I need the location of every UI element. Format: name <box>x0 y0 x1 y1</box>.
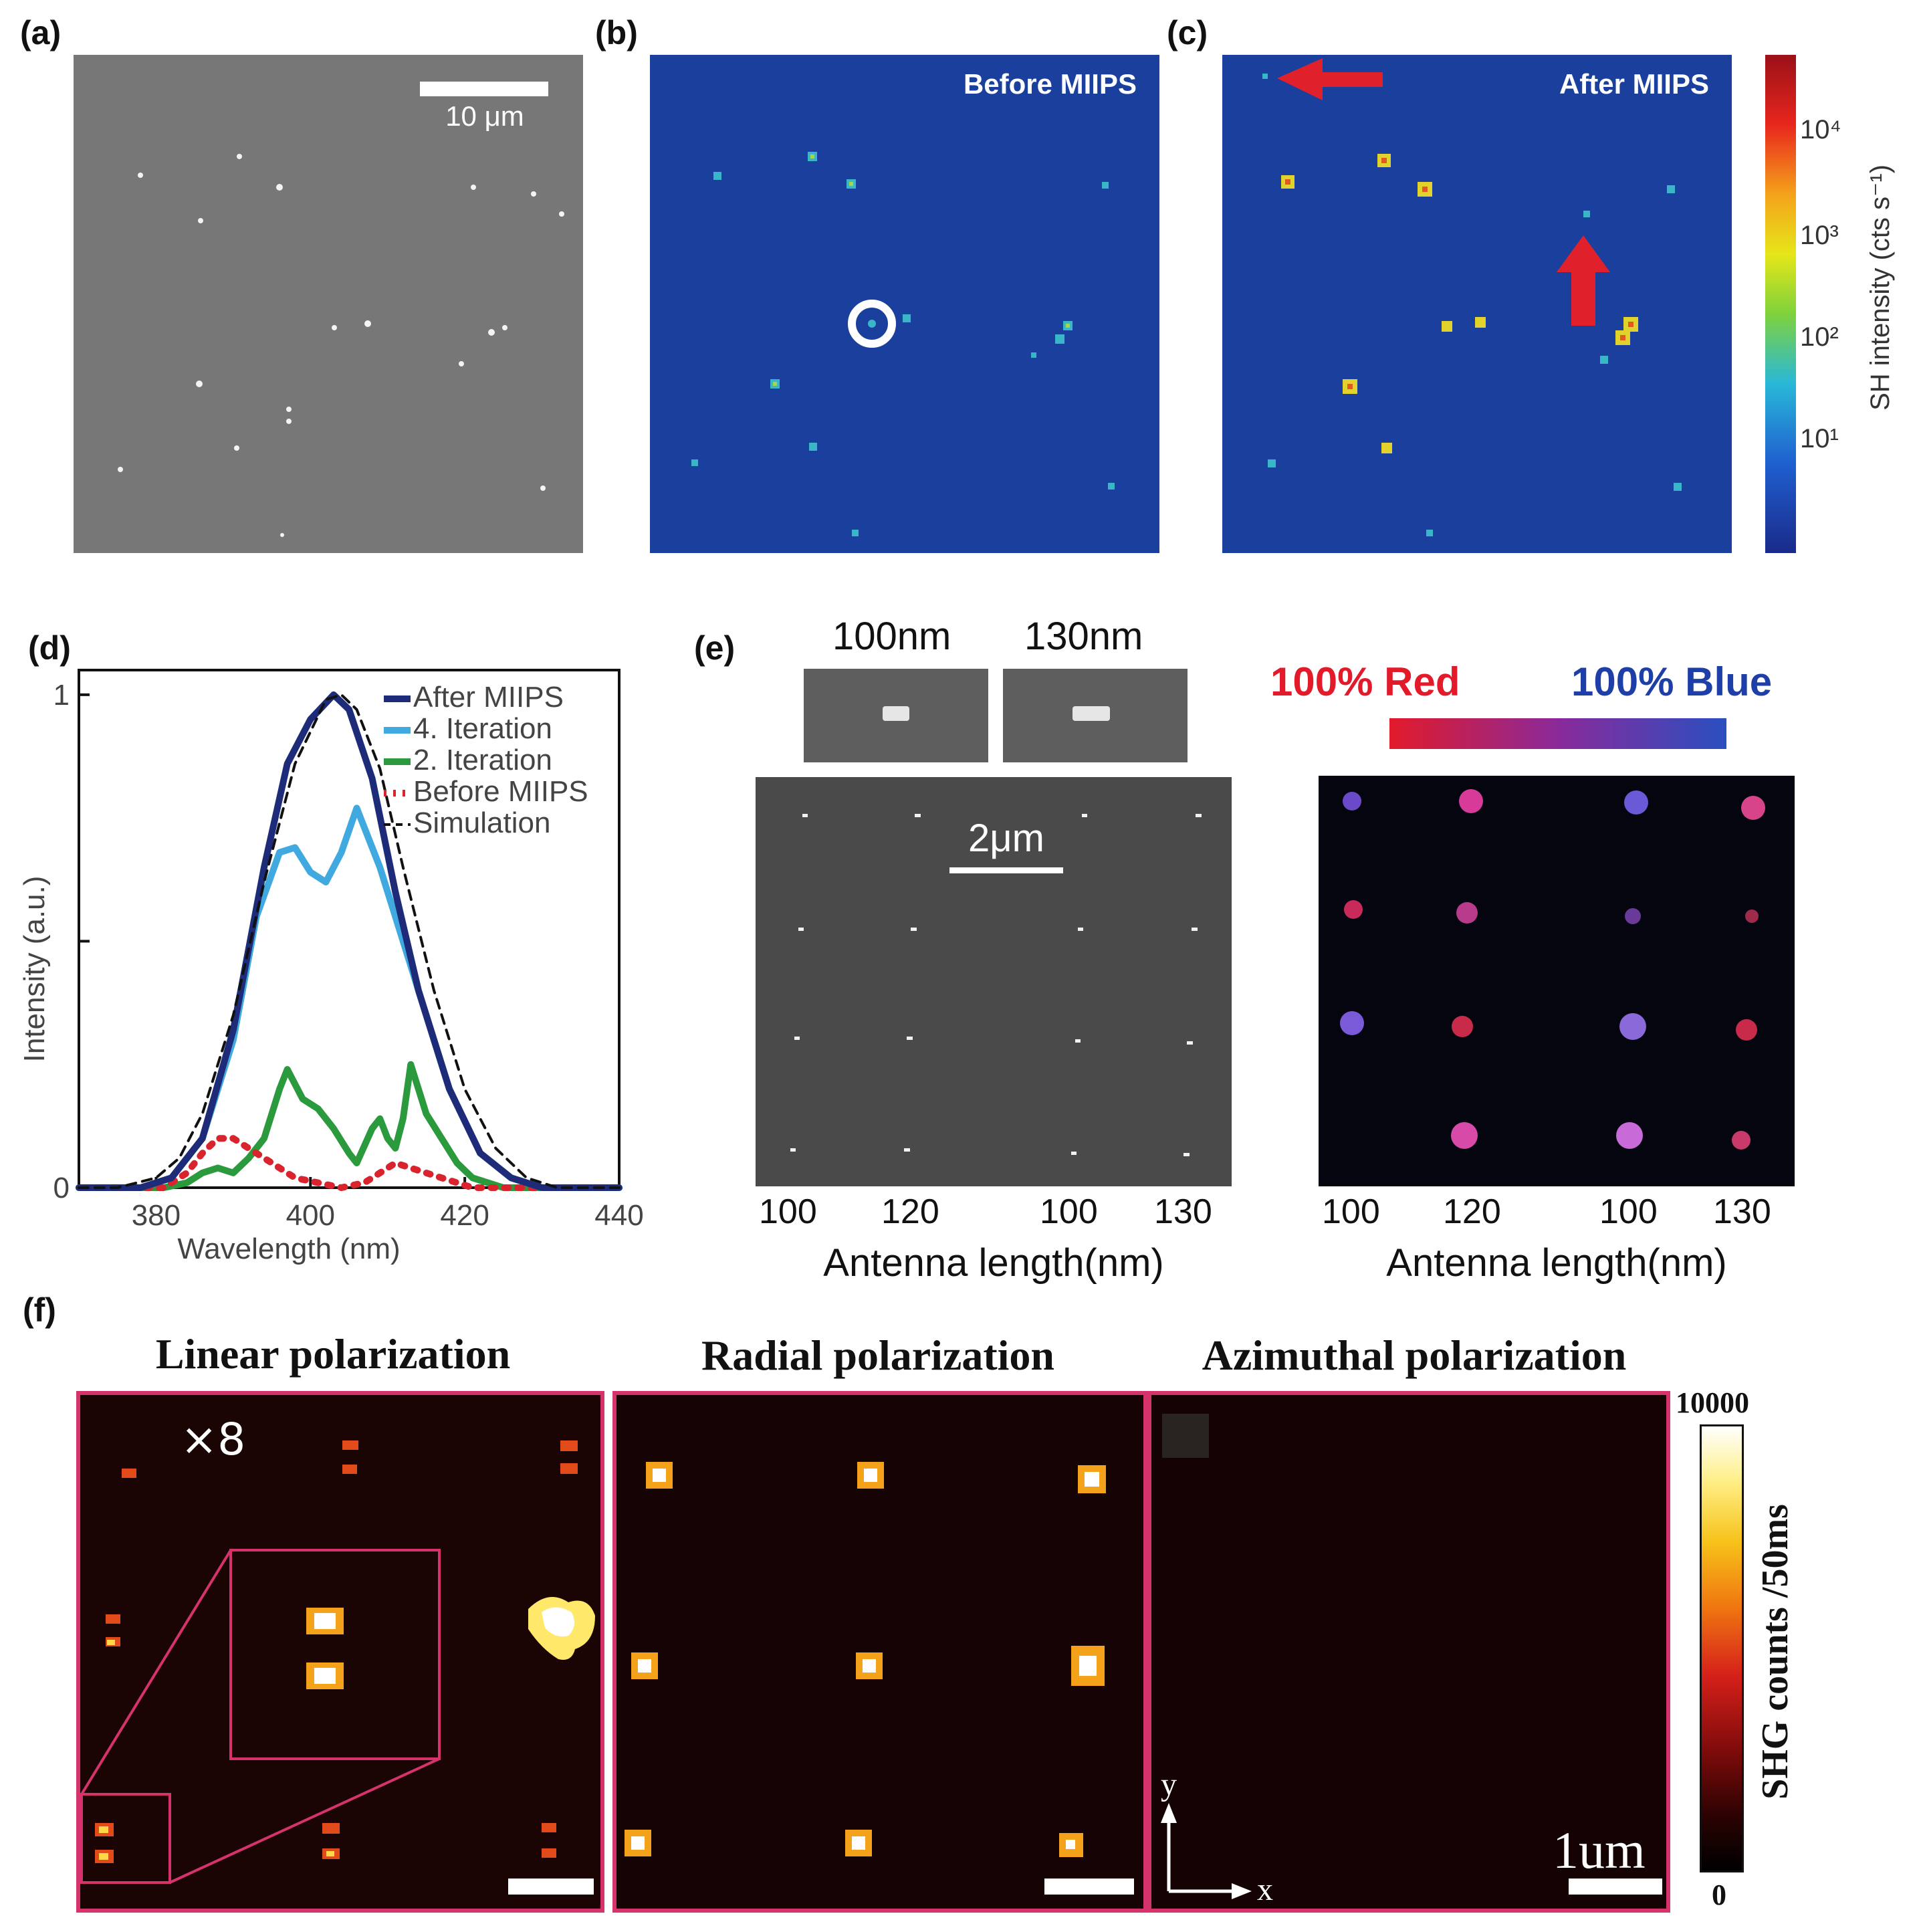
x-tick-label: 400 <box>286 1199 335 1232</box>
panel-c-sh-map: After MIIPS <box>1222 55 1732 553</box>
sem-inset-100nm <box>804 669 988 762</box>
series-line-before-miips <box>76 1135 623 1191</box>
panel-c-title: After MIIPS <box>1559 68 1709 100</box>
sh-spots-before <box>691 152 1115 536</box>
zoom-source-box <box>80 1793 171 1884</box>
tick-label: 120 <box>1443 1192 1501 1231</box>
scale-bar <box>1044 1879 1134 1895</box>
legend-label: Before MIIPS <box>413 775 588 808</box>
series-group <box>76 691 623 1191</box>
x-tick-label: 380 <box>132 1199 181 1232</box>
panel-d-label: (d) <box>28 629 71 667</box>
colorbar-tick: 10⁴ <box>1800 115 1841 144</box>
legend-label: Simulation <box>413 807 550 839</box>
linear-polarization-title: Linear polarization <box>155 1330 511 1378</box>
shg-colorbar-title: SHG counts /50ms <box>1755 1504 1796 1800</box>
colorbar-min: 0 <box>1712 1879 1726 1911</box>
shg-spots-linear <box>80 1440 595 1895</box>
red-arrows <box>1277 58 1610 326</box>
inset-placeholder <box>1162 1414 1209 1458</box>
tick-label: 120 <box>881 1192 939 1231</box>
coordinate-axes <box>1161 1803 1662 1899</box>
scale-bar <box>949 867 1063 873</box>
panel-a-label: (a) <box>20 14 62 51</box>
tick-label: 130 <box>1713 1192 1771 1231</box>
color-sh-image <box>1319 776 1795 1186</box>
y-axis-label: Intensity (a.u.) <box>18 876 51 1063</box>
radial-polarization-image <box>612 1391 1147 1913</box>
shg-spots-radial <box>625 1462 1134 1895</box>
series-line-2-iteration <box>76 1061 623 1191</box>
scale-bar-label: 2μm <box>968 817 1044 860</box>
plot-frame <box>78 669 621 1189</box>
x-axis-label: Antenna length(nm) <box>823 1241 1164 1285</box>
sh-spots-after <box>1262 58 1682 536</box>
panel-b-sh-map: Before MIIPS <box>650 55 1159 553</box>
antenna-130nm <box>1073 706 1110 721</box>
legend-label: 4. Iteration <box>413 712 552 745</box>
series-line-simulation <box>78 693 621 1189</box>
x-tick-label: 440 <box>594 1199 643 1232</box>
color-legend-red: 100% Red <box>1270 659 1460 704</box>
tick-label: 100 <box>1599 1192 1658 1231</box>
legend-label: After MIIPS <box>413 681 564 714</box>
panel-c-label: (c) <box>1167 14 1208 51</box>
sh-intensity-colorbar <box>1765 55 1796 553</box>
linear-polarization-image: ×8 <box>76 1391 604 1913</box>
sem-label-100nm: 100nm <box>832 615 951 658</box>
zoom-inset <box>229 1549 441 1760</box>
series-line-after-miips <box>76 691 623 1191</box>
sem-array-dots <box>790 814 1202 1156</box>
panel-a-sem-image: 10 μm <box>74 55 583 553</box>
tick-label: 100 <box>759 1192 817 1231</box>
panel-b-label: (b) <box>595 14 638 51</box>
scale-bar <box>1569 1879 1662 1895</box>
colorbar-tick: 10³ <box>1800 221 1839 250</box>
sem-label-130nm: 130nm <box>1024 615 1143 658</box>
shg-colorbar <box>1700 1424 1744 1872</box>
tick-label: 100 <box>1040 1192 1098 1231</box>
panel-e-label: (e) <box>694 629 736 667</box>
sem-array-image: 2μm <box>756 777 1232 1186</box>
x-axis-label: Wavelength (nm) <box>177 1232 400 1265</box>
x-axis-label: x <box>1257 1872 1273 1907</box>
y-tick-label: 1 <box>53 679 70 712</box>
azimuthal-polarization-title: Azimuthal polarization <box>1202 1331 1627 1379</box>
tick-label: 100 <box>1322 1192 1380 1231</box>
red-blue-colorbar <box>1389 718 1726 749</box>
scale-bar-label: 10 μm <box>445 100 524 132</box>
scale-label: 1um <box>1553 1821 1646 1879</box>
y-tick-label: 0 <box>53 1172 70 1204</box>
scale-bar <box>420 82 548 96</box>
legend-label: 2. Iteration <box>413 744 552 776</box>
colorbar-max: 10000 <box>1676 1386 1749 1419</box>
antenna-100nm <box>883 706 909 721</box>
magnification-label: ×8 <box>181 1414 246 1465</box>
tick-label: 130 <box>1154 1192 1212 1231</box>
colorbar-tick: 10¹ <box>1800 424 1839 453</box>
scale-bar <box>508 1879 594 1895</box>
color-sh-spots <box>1340 789 1765 1150</box>
x-tick-label: 420 <box>440 1199 489 1232</box>
azimuthal-polarization-image: y x 1um <box>1147 1391 1670 1913</box>
panel-b-title: Before MIIPS <box>963 68 1137 100</box>
panel-f-label: (f) <box>23 1291 56 1329</box>
colorbar-title: SH intensity (cts s⁻¹) <box>1866 165 1895 411</box>
color-legend-blue: 100% Blue <box>1571 659 1773 704</box>
y-axis-label: y <box>1161 1767 1177 1802</box>
sem-inset-130nm <box>1003 669 1188 762</box>
tick-labels: 380 400 420 440 0 1 <box>53 679 644 1232</box>
x-axis-label: Antenna length(nm) <box>1386 1241 1727 1285</box>
radial-polarization-title: Radial polarization <box>701 1331 1055 1379</box>
colorbar-tick: 10² <box>1800 322 1839 352</box>
sem-particles <box>118 154 564 537</box>
